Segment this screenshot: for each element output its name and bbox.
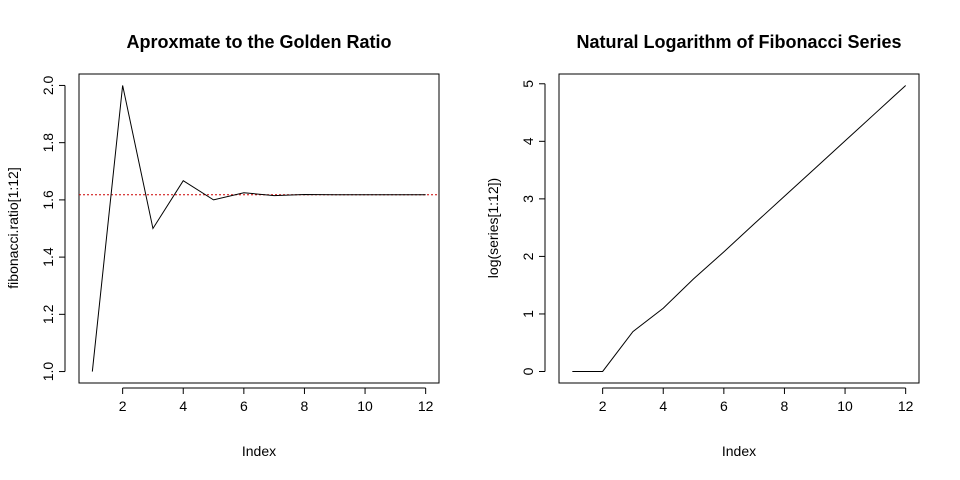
x-tick-label: 4 (179, 398, 187, 414)
log-fibonacci-panel: Natural Logarithm of Fibonacci Series In… (485, 32, 920, 459)
y-tick-label: 1.8 (40, 133, 56, 153)
y-tick-label: 1.0 (40, 362, 56, 382)
series-line (91, 85, 426, 372)
golden-ratio-panel: Aproxmate to the Golden Ratio Index fibo… (5, 32, 440, 459)
y-tick-label: 2.0 (40, 76, 56, 96)
plot-frame (78, 73, 440, 384)
x-tick-label: 6 (720, 398, 728, 414)
y-tick-label: 1 (520, 310, 536, 318)
x-tick-label: 8 (781, 398, 789, 414)
y-tick-label: 1.2 (40, 304, 56, 324)
x-tick-label: 2 (599, 398, 607, 414)
y-tick-label: 1.6 (40, 190, 56, 210)
y-tick-label: 3 (520, 195, 536, 203)
chart-title: Aproxmate to the Golden Ratio (126, 32, 391, 52)
x-tick-label: 2 (119, 398, 127, 414)
x-tick-label: 4 (659, 398, 667, 414)
y-axis-label: fibonacci.ratio[1:12] (5, 167, 21, 288)
x-tick-label: 12 (418, 398, 434, 414)
y-tick-label: 0 (520, 367, 536, 375)
x-tick-label: 8 (301, 398, 309, 414)
x-axis-label: Index (242, 443, 276, 459)
chart-title: Natural Logarithm of Fibonacci Series (576, 32, 901, 52)
y-tick-label: 1.4 (40, 247, 56, 267)
x-tick-label: 6 (240, 398, 248, 414)
plot-frame (558, 73, 920, 384)
x-tick-label: 10 (357, 398, 373, 414)
x-axis-label: Index (722, 443, 756, 459)
y-tick-label: 4 (520, 137, 536, 145)
y-tick-label: 2 (520, 252, 536, 260)
x-tick-label: 10 (837, 398, 853, 414)
x-tick-label: 12 (898, 398, 914, 414)
y-tick-label: 5 (520, 80, 536, 88)
y-axis-label: log(series[1:12]) (485, 178, 501, 278)
series-line (572, 85, 907, 372)
